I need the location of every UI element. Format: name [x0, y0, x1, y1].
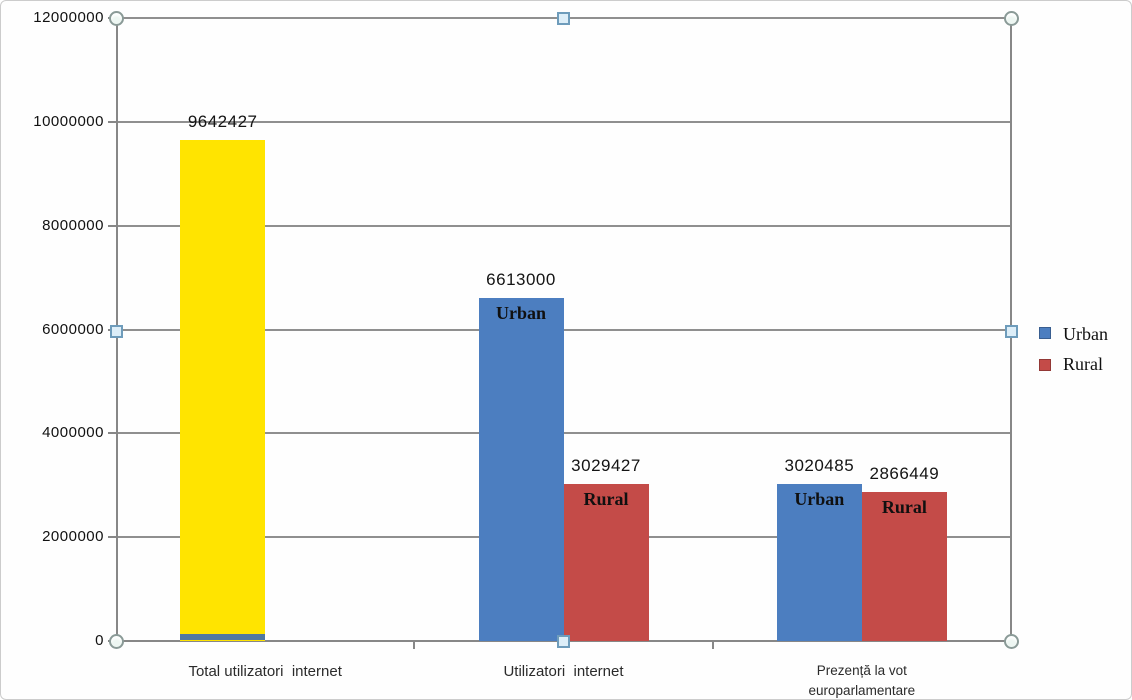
bar-base-strip	[180, 634, 266, 640]
bar-inside-label: Urban	[794, 489, 845, 510]
gridline	[116, 432, 1011, 435]
y-axis-tick-label: 0	[95, 632, 104, 649]
legend-swatch-urban	[1039, 327, 1051, 339]
x-axis-tick	[711, 641, 714, 649]
y-axis-tick-label: 6000000	[42, 320, 104, 338]
bar-inside-label: Urban	[495, 302, 546, 323]
handle-bottom-right-resize-handle[interactable]	[1003, 633, 1019, 649]
legend-item-urban[interactable]: Urban	[1027, 323, 1131, 345]
handle-middle-left-resize-handle[interactable]	[109, 324, 123, 338]
y-axis-tick-label: 12000000	[33, 9, 104, 26]
handle-bottom-center-resize-handle[interactable]	[557, 634, 570, 648]
bar-urban-0[interactable]	[180, 140, 266, 641]
gridline	[116, 328, 1011, 331]
bar-inside-label: Rural	[881, 497, 927, 518]
data-label: 9642427	[187, 112, 258, 132]
category-label-0: Total utilizatori internet	[188, 663, 342, 680]
data-label: 3029427	[571, 455, 641, 475]
handle-top-right-resize-handle[interactable]	[1003, 10, 1019, 26]
bar-rural-1[interactable]	[563, 483, 649, 641]
legend-swatch-rural	[1039, 359, 1051, 371]
x-axis-tick	[413, 641, 416, 649]
y-axis-tick-label: 2000000	[42, 528, 104, 546]
category-label-2: Prezență la vot europarlamentare	[808, 663, 916, 698]
bar-rural-2[interactable]	[861, 492, 947, 641]
y-axis-tick-label: 8000000	[42, 216, 104, 234]
legend-label: Urban	[1063, 324, 1108, 344]
handle-middle-right-resize-handle[interactable]	[1004, 324, 1018, 338]
data-label: 2866449	[869, 464, 940, 484]
legend-item-rural[interactable]: Rural	[1027, 353, 1131, 375]
handle-bottom-left-resize-handle[interactable]	[108, 633, 124, 649]
bar-inside-label: Rural	[583, 488, 629, 509]
handle-top-left-resize-handle[interactable]	[108, 10, 124, 26]
bar-urban-2[interactable]	[776, 484, 862, 641]
data-label: 3020485	[784, 456, 855, 476]
y-axis-tick	[108, 536, 116, 539]
y-axis-tick	[108, 432, 116, 435]
handle-top-center-resize-handle[interactable]	[557, 11, 570, 25]
data-label: 6613000	[486, 269, 556, 289]
y-axis-tick	[108, 224, 116, 227]
y-axis-tick	[108, 120, 116, 123]
category-label-1: Utilizatori internet	[503, 663, 624, 680]
gridline	[116, 120, 1011, 123]
legend-label: Rural	[1063, 354, 1103, 374]
gridline	[116, 224, 1011, 227]
y-axis-tick-label: 4000000	[42, 424, 104, 442]
y-axis-tick-label: 10000000	[33, 112, 104, 130]
bar-urban-1[interactable]	[478, 297, 564, 641]
